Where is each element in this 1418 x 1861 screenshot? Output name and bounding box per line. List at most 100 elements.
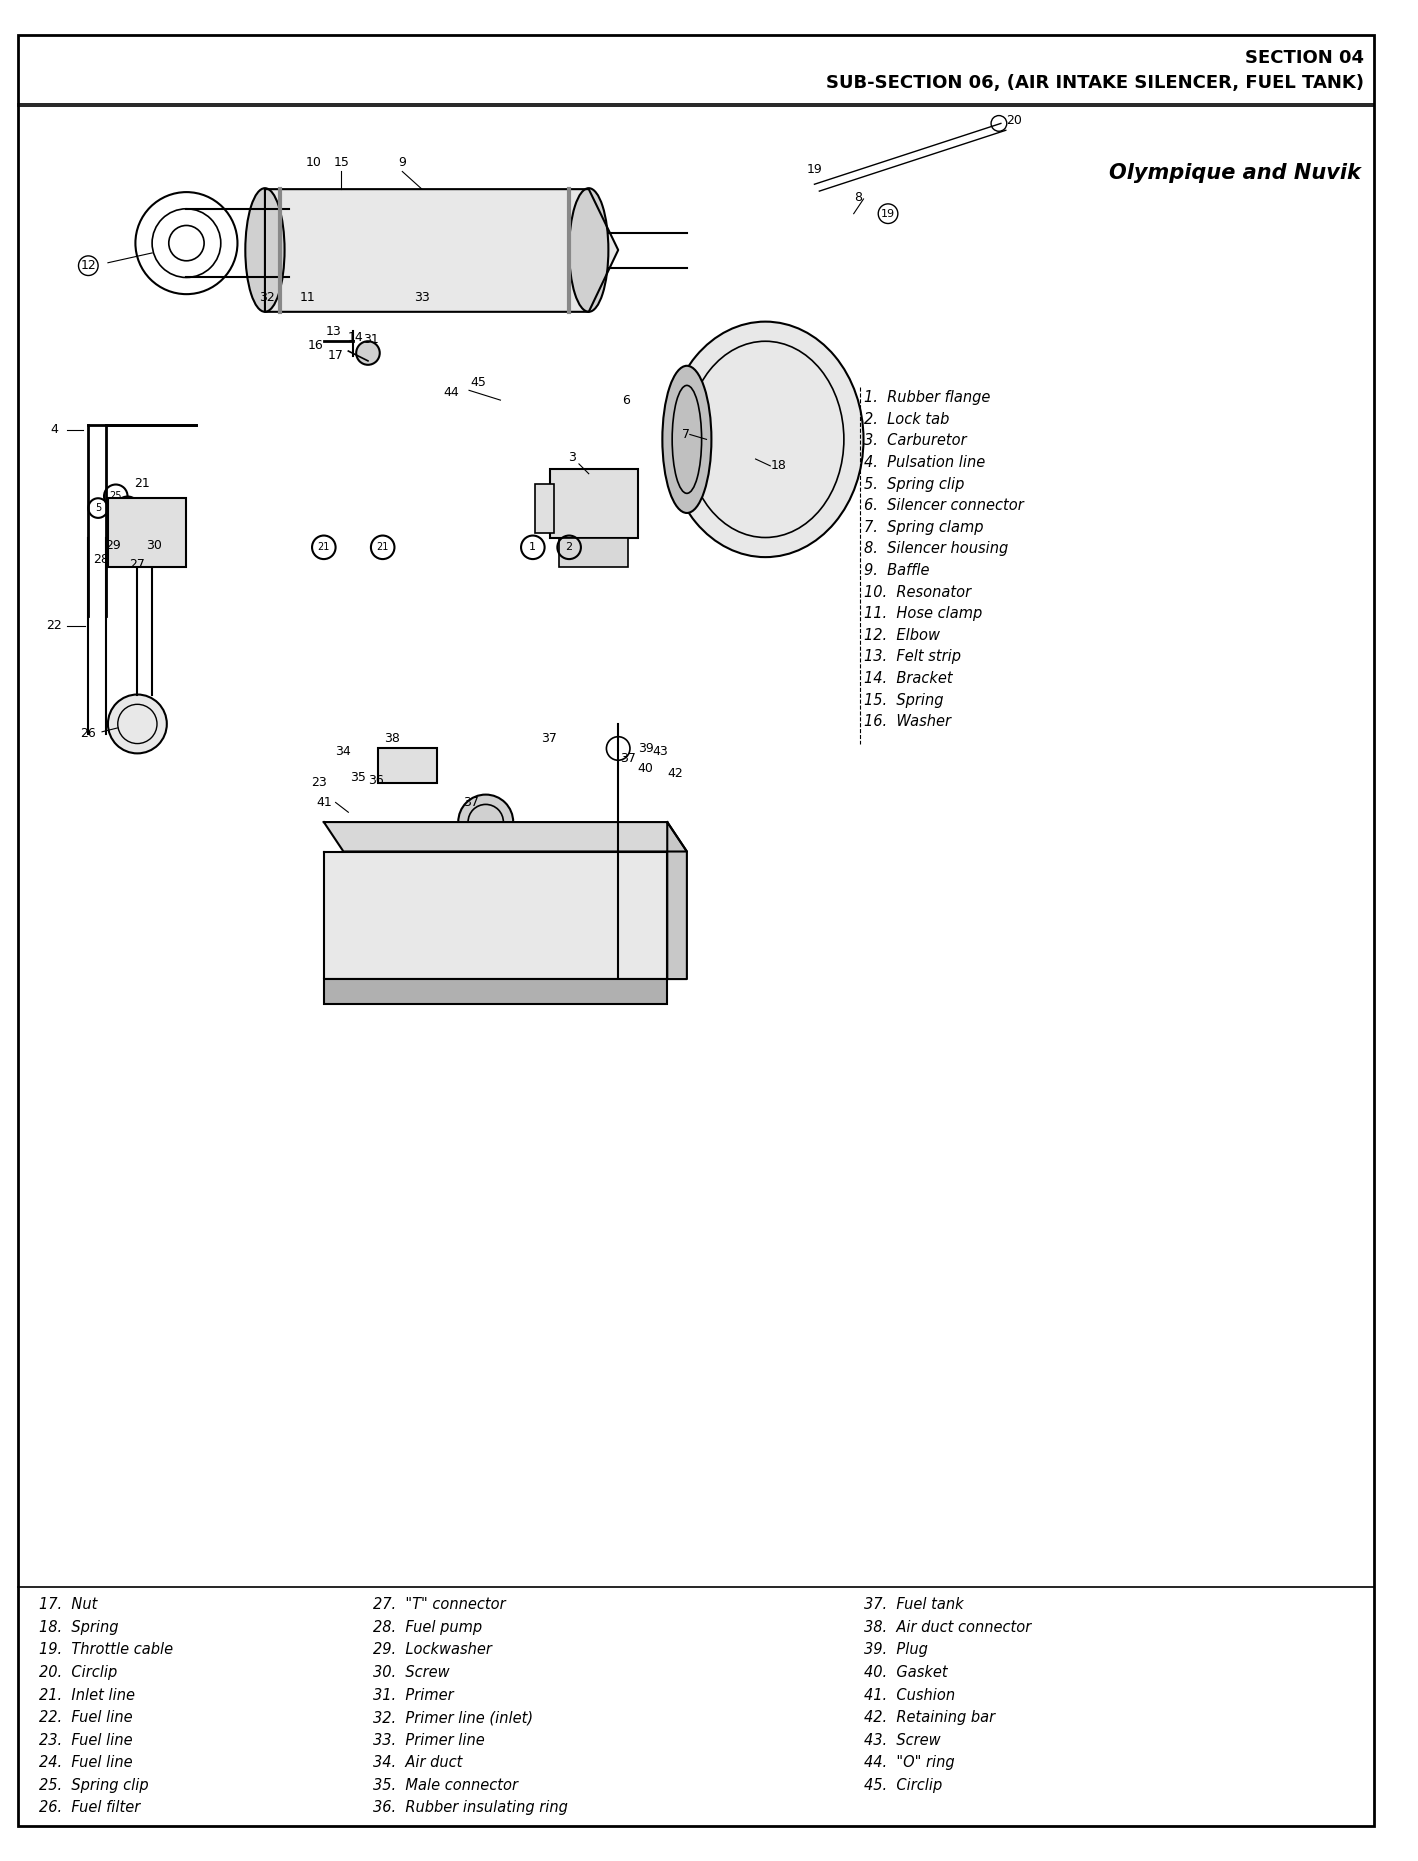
Text: 21: 21	[318, 542, 330, 553]
Text: 32: 32	[259, 290, 275, 303]
Bar	[550, 469, 638, 538]
Text: SUB-SECTION 06, (AIR INTAKE SILENCER, FUEL TANK): SUB-SECTION 06, (AIR INTAKE SILENCER, FU…	[825, 74, 1364, 93]
Text: 6: 6	[623, 395, 630, 406]
Text: 27.  "T" connector: 27. "T" connector	[373, 1597, 505, 1612]
Bar	[323, 979, 668, 1003]
Text: 21: 21	[377, 542, 389, 553]
Text: 43.  Screw: 43. Screw	[864, 1733, 940, 1747]
Text: 30.  Screw: 30. Screw	[373, 1666, 450, 1680]
Text: 16.  Washer: 16. Washer	[864, 715, 950, 730]
Text: 34.  Air duct: 34. Air duct	[373, 1755, 462, 1770]
Text: 24.  Fuel line: 24. Fuel line	[40, 1755, 133, 1770]
Text: 18: 18	[770, 460, 786, 473]
Text: 23: 23	[311, 776, 326, 789]
Text: 45: 45	[469, 376, 486, 389]
Text: 40.  Gasket: 40. Gasket	[864, 1666, 947, 1680]
Ellipse shape	[662, 367, 712, 514]
Text: 33: 33	[414, 290, 430, 303]
Text: 37: 37	[464, 797, 479, 810]
Text: 19: 19	[881, 208, 895, 220]
Text: 32.  Primer line (inlet): 32. Primer line (inlet)	[373, 1710, 533, 1725]
Text: 10: 10	[306, 156, 322, 169]
Text: 14: 14	[347, 331, 363, 344]
Text: 7: 7	[682, 428, 691, 441]
Text: 29: 29	[105, 540, 121, 553]
Text: 11: 11	[299, 290, 315, 303]
Text: 8: 8	[854, 190, 862, 203]
Text: 12.  Elbow: 12. Elbow	[864, 627, 940, 642]
Text: 4: 4	[50, 422, 58, 435]
Text: 17: 17	[328, 350, 343, 363]
Text: 23.  Fuel line: 23. Fuel line	[40, 1733, 133, 1747]
Text: 38.  Air duct connector: 38. Air duct connector	[864, 1619, 1031, 1634]
Circle shape	[116, 497, 139, 519]
Text: 41: 41	[316, 797, 332, 810]
Circle shape	[356, 341, 380, 365]
Text: 6.  Silencer connector: 6. Silencer connector	[864, 499, 1024, 514]
Text: 14.  Bracket: 14. Bracket	[864, 672, 951, 687]
Text: 20: 20	[1005, 114, 1021, 127]
Text: 33.  Primer line: 33. Primer line	[373, 1733, 485, 1747]
Text: 42: 42	[668, 767, 683, 780]
Bar	[377, 748, 437, 783]
Text: 15: 15	[333, 156, 349, 169]
Text: 39.  Plug: 39. Plug	[864, 1643, 927, 1658]
Text: 17.  Nut: 17. Nut	[40, 1597, 98, 1612]
Text: 2: 2	[566, 542, 573, 553]
Text: 40: 40	[638, 761, 654, 774]
Polygon shape	[323, 823, 686, 852]
Ellipse shape	[668, 322, 864, 556]
Text: 28.  Fuel pump: 28. Fuel pump	[373, 1619, 482, 1634]
Text: 4.  Pulsation line: 4. Pulsation line	[864, 456, 984, 471]
Text: 7.  Spring clamp: 7. Spring clamp	[864, 519, 983, 534]
Text: 37: 37	[542, 731, 557, 744]
Text: 1.  Rubber flange: 1. Rubber flange	[864, 391, 990, 406]
Polygon shape	[265, 190, 618, 313]
Text: SECTION 04: SECTION 04	[1245, 48, 1364, 67]
Bar	[108, 499, 186, 568]
Circle shape	[458, 795, 513, 849]
Text: 37.  Fuel tank: 37. Fuel tank	[864, 1597, 963, 1612]
Text: 45.  Circlip: 45. Circlip	[864, 1777, 942, 1792]
Circle shape	[108, 694, 167, 754]
Text: 13.  Felt strip: 13. Felt strip	[864, 649, 960, 664]
Text: 26.  Fuel filter: 26. Fuel filter	[40, 1800, 140, 1814]
Text: 25: 25	[109, 491, 122, 501]
Text: 39: 39	[638, 743, 654, 756]
Text: 34: 34	[336, 744, 352, 757]
Text: Olympique and Nuvik: Olympique and Nuvik	[1109, 162, 1361, 182]
Text: 26: 26	[81, 728, 96, 741]
Ellipse shape	[245, 188, 285, 313]
Text: 36.  Rubber insulating ring: 36. Rubber insulating ring	[373, 1800, 567, 1814]
Text: 15.  Spring: 15. Spring	[864, 692, 943, 707]
Text: 20.  Circlip: 20. Circlip	[40, 1666, 118, 1680]
Polygon shape	[668, 823, 686, 979]
Text: 9: 9	[398, 156, 406, 169]
Text: 29.  Lockwasher: 29. Lockwasher	[373, 1643, 492, 1658]
Text: 16: 16	[308, 339, 323, 352]
Text: 13: 13	[326, 326, 342, 339]
Text: 25.  Spring clip: 25. Spring clip	[40, 1777, 149, 1792]
Text: 2.  Lock tab: 2. Lock tab	[864, 411, 949, 426]
Text: 31: 31	[363, 333, 379, 346]
Text: 22: 22	[47, 620, 62, 633]
Text: 27: 27	[129, 558, 145, 571]
Ellipse shape	[569, 188, 608, 313]
Text: 10.  Resonator: 10. Resonator	[864, 584, 971, 599]
Text: 44.  "O" ring: 44. "O" ring	[864, 1755, 954, 1770]
Text: 44: 44	[444, 385, 459, 398]
Polygon shape	[323, 852, 668, 979]
Bar	[559, 538, 628, 568]
Text: 5: 5	[95, 502, 101, 514]
Text: 21: 21	[135, 476, 150, 489]
Text: 8.  Silencer housing: 8. Silencer housing	[864, 542, 1008, 556]
Text: 36: 36	[367, 774, 384, 787]
Text: 30: 30	[146, 540, 162, 553]
Text: 41.  Cushion: 41. Cushion	[864, 1688, 954, 1703]
Text: 42.  Retaining bar: 42. Retaining bar	[864, 1710, 994, 1725]
Text: 11.  Hose clamp: 11. Hose clamp	[864, 607, 981, 622]
Text: 22.  Fuel line: 22. Fuel line	[40, 1710, 133, 1725]
Text: 19.  Throttle cable: 19. Throttle cable	[40, 1643, 173, 1658]
Text: 3.  Carburetor: 3. Carburetor	[864, 434, 966, 449]
Text: 12: 12	[81, 259, 96, 272]
